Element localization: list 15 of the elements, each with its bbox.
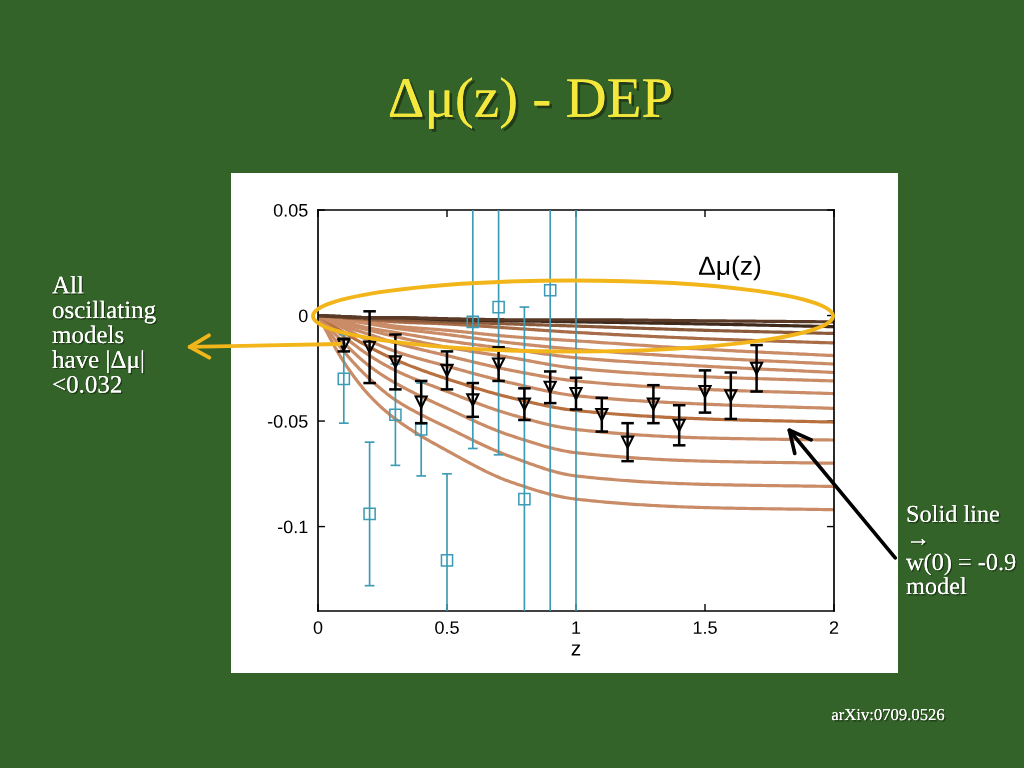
y-tick-label: 0 xyxy=(298,309,308,323)
x-axis-title: z xyxy=(571,644,581,656)
y-tick-label: -0.1 xyxy=(277,520,308,534)
chart-title: Δμ(z) - DEP xyxy=(389,77,674,132)
text: Solid line → w(0) = -0.9 model xyxy=(906,505,1017,596)
x-tick-label: 0 xyxy=(313,621,323,634)
x-tick-label: 2 xyxy=(829,621,839,634)
y-tick-label: -0.05 xyxy=(267,414,308,428)
text: arXiv:0709.0526 xyxy=(831,708,946,722)
text: All oscillating models have |Δμ| <0.032 xyxy=(52,276,158,395)
x-tick-label: 1 xyxy=(572,621,581,634)
annotation: Δμ(z) xyxy=(698,255,761,281)
y-tick-label: 0.05 xyxy=(273,203,308,217)
x-tick-label: 1.5 xyxy=(693,621,717,634)
x-tick-label: 0.5 xyxy=(435,621,459,634)
